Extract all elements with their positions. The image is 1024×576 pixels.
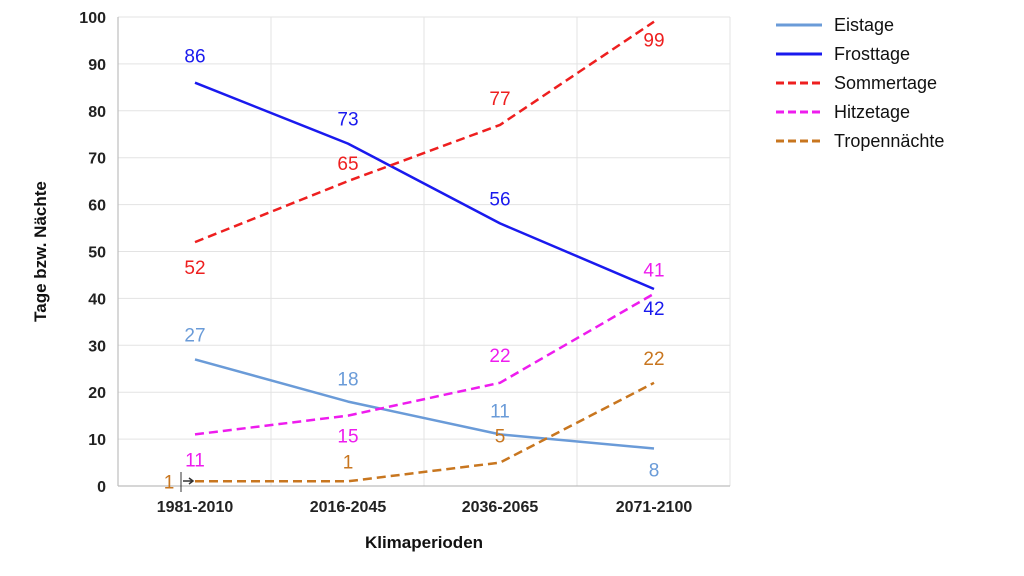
series-lines — [180, 20, 655, 492]
x-tick-label: 2036-2065 — [462, 499, 539, 516]
y-tick-label: 100 — [79, 10, 106, 27]
y-tick-label: 50 — [88, 245, 106, 262]
y-tick-label: 90 — [88, 57, 106, 74]
data-label-eistage: 11 — [490, 401, 510, 422]
y-tick-label: 10 — [88, 432, 106, 449]
series-line-frosttage — [194, 81, 655, 291]
legend: Eistage Frosttage Sommertage Hitzetage Trope… — [776, 15, 944, 151]
legend-label: Hitzetage — [834, 102, 910, 122]
x-axis-title: Klimaperioden — [365, 533, 483, 552]
data-label-frosttage: 86 — [184, 47, 205, 68]
legend-label: Eistage — [834, 15, 894, 35]
legend-label: Tropennächte — [834, 131, 944, 151]
data-label-hitzetage: 22 — [489, 346, 510, 367]
series-line-eistage — [194, 358, 655, 450]
axes — [117, 17, 730, 487]
data-label-frosttage: 56 — [489, 189, 510, 210]
legend-item-tropennachte: Tropennächte — [776, 131, 944, 151]
y-axis-title: Tage bzw. Nächte — [31, 181, 50, 322]
data-label-sommertage: 65 — [337, 154, 358, 175]
data-label-tropennachte: 5 — [495, 427, 506, 448]
x-tick-label: 1981-2010 — [157, 499, 234, 516]
legend-item-hitzetage: Hitzetage — [776, 102, 910, 122]
y-tick-label: 70 — [88, 151, 106, 168]
y-tick-label: 20 — [88, 385, 106, 402]
data-label-eistage: 18 — [337, 370, 358, 391]
y-tick-label: 30 — [88, 338, 106, 355]
y-tick-label: 60 — [88, 198, 106, 215]
data-label-tropennachte: 1 — [343, 452, 354, 473]
data-label-hitzetage: 15 — [337, 427, 358, 448]
legend-label: Frosttage — [834, 44, 910, 64]
data-label-frosttage: 73 — [337, 110, 358, 131]
data-label-hitzetage: 41 — [643, 261, 664, 282]
x-tick-label: 2071-2100 — [616, 499, 693, 516]
data-label-frosttage: 42 — [643, 299, 664, 320]
data-label-sommertage: 52 — [184, 258, 205, 279]
y-tick-label: 0 — [97, 479, 106, 496]
y-tick-label: 40 — [88, 291, 106, 308]
data-label-sommertage: 77 — [489, 89, 510, 110]
data-label-eistage: 8 — [649, 460, 660, 481]
series-line-tropennachte — [195, 381, 655, 483]
legend-item-eistage: Eistage — [776, 15, 894, 35]
series-line-hitzetage — [194, 292, 655, 436]
legend-label: Sommertage — [834, 73, 937, 93]
series-line-sommertage — [194, 20, 655, 244]
data-label-eistage: 27 — [184, 325, 205, 346]
legend-item-sommertage: Sommertage — [776, 73, 937, 93]
x-tick-label: 2016-2045 — [310, 499, 387, 516]
data-label-tropennachte: 22 — [643, 349, 664, 370]
x-axis-ticks: 1981-2010 2016-2045 2036-2065 2071-2100 — [157, 499, 693, 516]
arrow-icon — [183, 477, 195, 485]
y-axis-ticks: 0 10 20 30 40 50 60 70 80 90 100 — [79, 10, 106, 496]
data-label-tropennachte: 1 — [164, 472, 175, 493]
data-label-hitzetage: 11 — [185, 450, 205, 471]
y-tick-label: 80 — [88, 104, 106, 121]
data-label-sommertage: 99 — [643, 31, 664, 52]
legend-item-frosttage: Frosttage — [776, 44, 910, 64]
